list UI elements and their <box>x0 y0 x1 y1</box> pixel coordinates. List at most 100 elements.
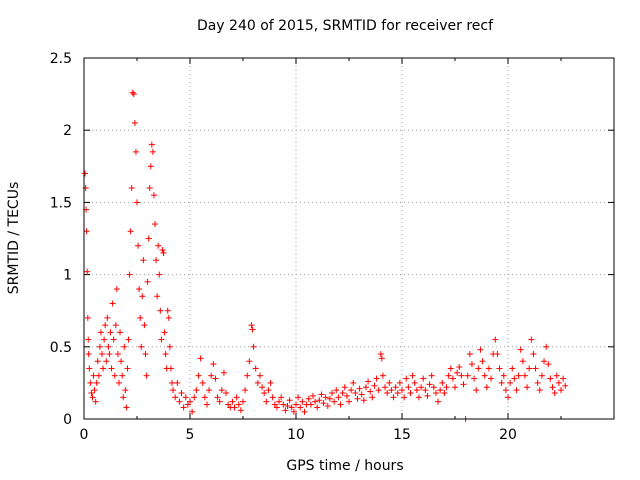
data-point <box>297 404 304 411</box>
data-point <box>176 398 183 405</box>
data-point <box>485 365 492 372</box>
data-point <box>107 329 114 336</box>
data-point <box>541 358 548 365</box>
data-point <box>191 394 198 401</box>
data-point <box>134 199 140 206</box>
data-point <box>346 398 352 405</box>
data-point <box>362 384 369 391</box>
data-point <box>140 257 147 264</box>
data-point <box>524 384 531 391</box>
data-point <box>551 390 558 397</box>
data-point <box>212 375 219 382</box>
data-point <box>498 379 505 386</box>
data-point <box>407 390 414 397</box>
data-point <box>206 387 213 394</box>
data-point <box>494 351 501 358</box>
data-point <box>124 365 131 372</box>
data-point <box>237 407 244 414</box>
data-point <box>118 358 125 365</box>
data-point <box>87 379 94 386</box>
data-point <box>187 398 193 405</box>
data-point <box>343 392 350 399</box>
data-point <box>280 401 287 408</box>
data-point <box>137 314 144 321</box>
data-point <box>197 355 204 362</box>
data-point <box>216 398 223 405</box>
data-point <box>481 372 488 379</box>
data-point <box>249 326 256 333</box>
data-point <box>208 372 215 379</box>
data-point <box>534 379 541 386</box>
data-point <box>517 346 524 353</box>
data-point <box>123 404 130 411</box>
data-point <box>136 286 143 293</box>
data-point <box>231 404 238 411</box>
data-point <box>125 336 132 343</box>
data-point <box>318 391 325 398</box>
data-point <box>130 91 137 98</box>
data-point <box>240 398 246 405</box>
data-point <box>84 314 91 321</box>
data-point <box>488 375 495 382</box>
data-point <box>358 391 365 398</box>
data-point <box>365 378 372 385</box>
data-point <box>335 394 342 401</box>
data-point <box>543 343 550 350</box>
data-point <box>309 392 316 399</box>
data-point <box>430 384 437 391</box>
data-point <box>242 387 249 394</box>
data-point <box>246 358 253 365</box>
data-point <box>154 293 161 300</box>
data-point <box>538 372 545 379</box>
x-axis-label: GPS time / hours <box>286 458 403 474</box>
data-point <box>521 372 528 379</box>
data-point <box>165 314 172 321</box>
data-point <box>168 379 175 386</box>
data-point <box>127 228 134 235</box>
data-point <box>143 372 150 379</box>
data-point <box>108 365 115 372</box>
data-point <box>502 387 509 394</box>
y-tick-label: 2.5 <box>50 51 72 67</box>
data-point <box>90 372 97 379</box>
data-point <box>284 403 291 410</box>
data-point <box>117 329 124 336</box>
data-point <box>220 369 227 376</box>
data-point <box>182 394 189 401</box>
data-point <box>159 247 166 254</box>
data-point <box>449 375 456 382</box>
data-point <box>454 369 461 376</box>
data-point <box>106 351 113 358</box>
data-point <box>282 407 289 414</box>
data-point <box>93 379 100 386</box>
data-point <box>102 322 109 329</box>
data-point <box>128 184 135 191</box>
data-point <box>352 390 359 397</box>
data-point <box>244 372 251 379</box>
data-point <box>223 390 230 397</box>
data-point <box>466 351 473 358</box>
data-point <box>307 401 314 408</box>
data-point <box>426 381 433 388</box>
data-point <box>312 398 319 405</box>
data-point <box>94 358 101 365</box>
data-point <box>382 384 389 391</box>
data-point <box>513 387 520 394</box>
data-point <box>422 387 429 394</box>
grid-lines <box>84 58 614 419</box>
data-point <box>138 343 145 350</box>
data-point <box>447 365 454 372</box>
data-point <box>439 379 446 386</box>
data-point <box>233 394 240 401</box>
data-point <box>150 192 157 199</box>
data-point <box>473 387 480 394</box>
data-point <box>160 249 167 256</box>
data-point <box>214 394 221 401</box>
data-point <box>356 385 363 392</box>
data-point <box>85 351 92 358</box>
data-point <box>322 394 329 401</box>
data-point <box>132 148 139 155</box>
data-point <box>141 322 148 329</box>
data-point <box>180 404 187 411</box>
data-point <box>89 394 96 401</box>
